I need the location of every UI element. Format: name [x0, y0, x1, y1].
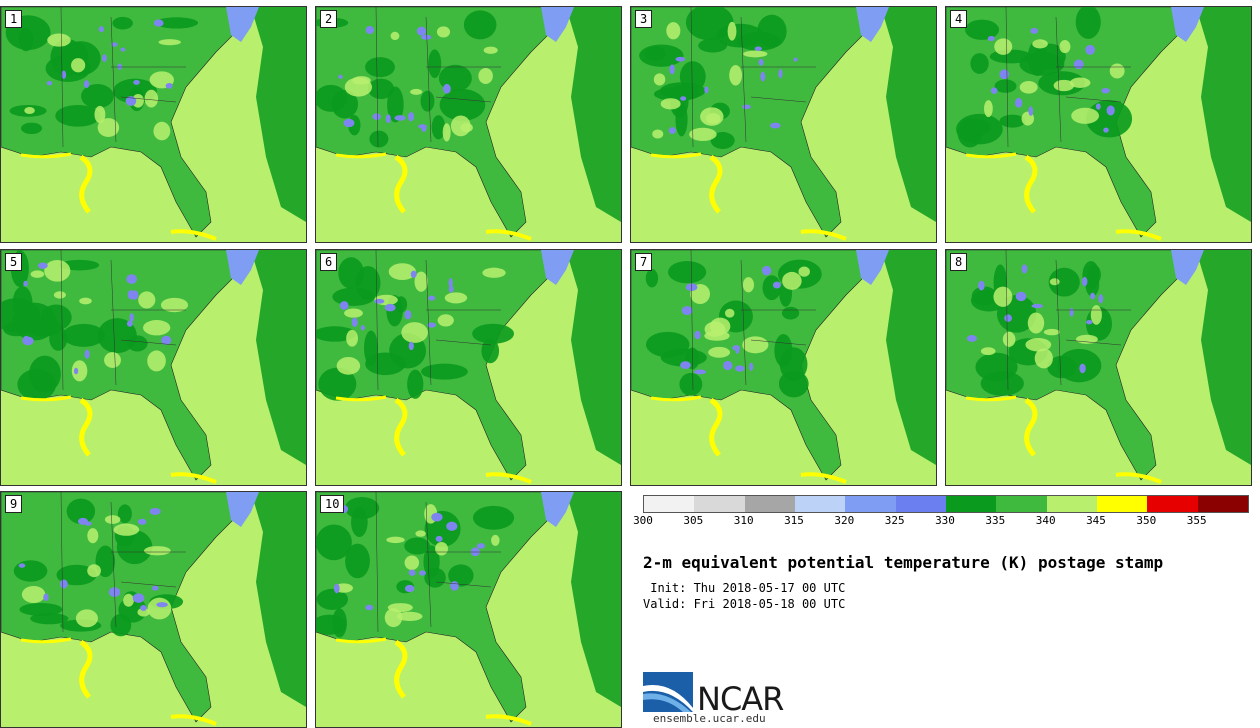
colorbar-swatch	[1197, 496, 1248, 512]
panel-number: 7	[635, 253, 653, 271]
colorbar-swatch	[644, 496, 695, 512]
colorbar-tick-label: 300	[633, 514, 653, 527]
colorbar-ticks: 300 305 310 315 320 325 330 335 340 345 350 355	[633, 514, 1247, 530]
colorbar-swatch	[996, 496, 1047, 512]
colorbar-tick-label: 335	[985, 514, 1006, 527]
panel-number: 2	[320, 10, 338, 28]
field-map	[631, 7, 936, 242]
stamp-panel-9: 9	[0, 491, 307, 728]
colorbar-tick-label: 345	[1086, 514, 1106, 527]
figure-title: 2-m equivalent potential temperature (K)…	[643, 553, 1164, 572]
stamp-panel-5: 5	[0, 249, 307, 486]
stamp-panel-4: 4	[945, 6, 1252, 243]
colorbar-swatch	[1096, 496, 1148, 512]
field-map	[1, 250, 306, 485]
field-map	[316, 7, 621, 242]
init-time: Init: Thu 2018-05-17 00 UTC	[643, 581, 846, 595]
stamp-panel-7: 7	[630, 249, 937, 486]
colorbar-swatch	[1147, 496, 1198, 512]
panel-number: 8	[950, 253, 968, 271]
colorbar-tick-label: 325	[884, 514, 905, 527]
colorbar-swatch	[895, 496, 946, 512]
colorbar-tick-label: 310	[733, 514, 754, 527]
stamp-panel-8: 8	[945, 249, 1252, 486]
colorbar-swatch	[845, 496, 896, 512]
stamp-panel-10: 10	[315, 491, 622, 728]
valid-time: Valid: Fri 2018-05-18 00 UTC	[643, 597, 846, 611]
colorbar-swatch	[694, 496, 745, 512]
field-map	[1, 492, 306, 727]
colorbar-tick-label: 330	[935, 514, 955, 527]
logo-text: NCAR	[697, 680, 784, 718]
colorbar-swatch	[794, 496, 846, 512]
stamp-panel-1: 1	[0, 6, 307, 243]
panel-number: 5	[5, 253, 23, 271]
field-map	[631, 250, 936, 485]
field-map	[946, 7, 1251, 242]
colorbar-tick-label: 350	[1136, 514, 1157, 527]
panel-number: 1	[5, 10, 23, 28]
colorbar-swatch	[1046, 496, 1097, 512]
stamp-panel-2: 2	[315, 6, 622, 243]
field-map	[316, 492, 621, 727]
panel-number: 10	[320, 495, 345, 513]
colorbar-tick-label: 355	[1186, 514, 1207, 527]
panel-number: 4	[950, 10, 968, 28]
field-map	[946, 250, 1251, 485]
colorbar-tick-label: 340	[1035, 514, 1056, 527]
colorbar-swatch	[744, 496, 795, 512]
colorbar	[643, 495, 1249, 513]
panel-number: 9	[5, 495, 23, 513]
colorbar-tick-label: 305	[683, 514, 704, 527]
panel-number: 6	[320, 253, 338, 271]
colorbar-swatch	[945, 496, 997, 512]
field-map	[316, 250, 621, 485]
ncar-logo-icon	[643, 672, 693, 712]
colorbar-tick-label: 320	[834, 514, 855, 527]
colorbar-tick-label: 315	[784, 514, 804, 527]
site-url: ensemble.ucar.edu	[653, 712, 766, 725]
stamp-panel-6: 6	[315, 249, 622, 486]
panel-number: 3	[635, 10, 653, 28]
stamp-panel-3: 3	[630, 6, 937, 243]
field-map	[1, 7, 306, 242]
